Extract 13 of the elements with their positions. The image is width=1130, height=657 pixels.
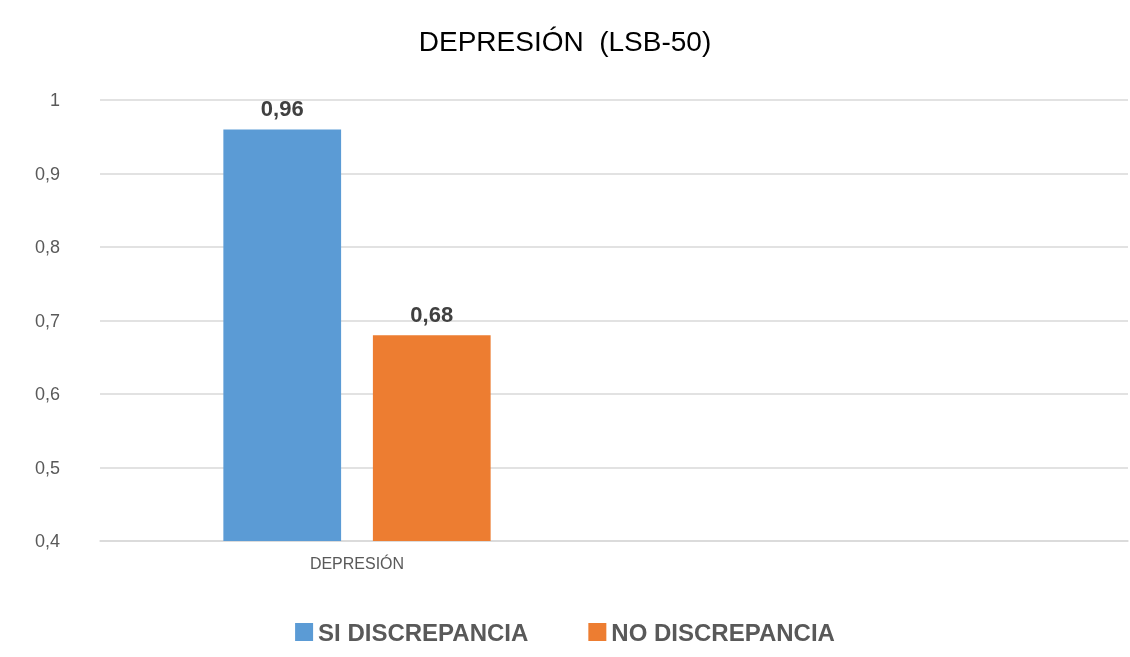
y-tick-label: 0,4 [34, 531, 60, 551]
y-tick-label: 0,8 [34, 237, 60, 257]
legend-label: SI DISCREPANCIA [318, 618, 529, 646]
x-tick-label: DEPRESIÓN [309, 553, 405, 572]
data-label: 0,68 [410, 301, 454, 327]
y-tick-label: 0,9 [34, 163, 60, 184]
y-tick-label: 1 [49, 90, 60, 110]
data-label: 0,96 [260, 95, 304, 121]
chart-title: DEPRESIÓN (LSB-50) [418, 25, 712, 57]
y-tick-label: 0,7 [34, 310, 60, 331]
legend-label: NO DISCREPANCIA [611, 618, 835, 646]
y-tick-label: 0,6 [34, 384, 60, 404]
y-tick-label: 0,5 [34, 457, 60, 478]
